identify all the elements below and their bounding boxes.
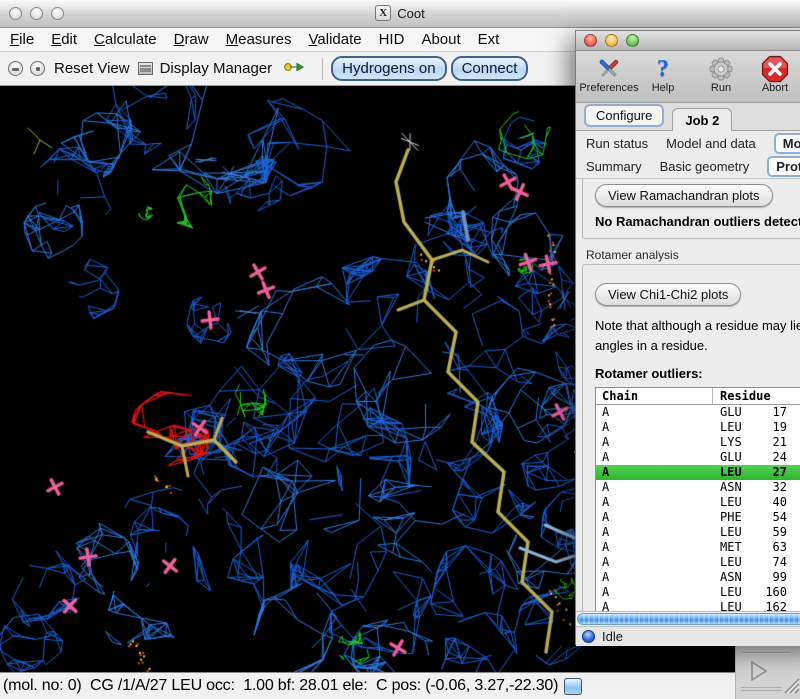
job-tab-row: Configure Job 2 <box>576 103 800 131</box>
zoom-button[interactable] <box>51 7 64 20</box>
tab-model-and-data[interactable]: Model and data <box>666 135 756 151</box>
table-row[interactable]: A LYS 21 <box>602 435 787 449</box>
main-titlebar[interactable]: X Coot <box>0 0 800 28</box>
status-indicator-chip <box>564 677 583 695</box>
dialog-status-text: Idle <box>602 629 623 644</box>
tools-icon <box>595 54 623 84</box>
ramachandran-section: View Ramachandran plots No Ramachandran … <box>582 179 800 239</box>
table-row[interactable]: A LEU 160 <box>602 585 787 599</box>
display-manager-icon <box>137 62 153 75</box>
column-header-residue[interactable]: Residue <box>720 389 771 403</box>
menu-calculate[interactable]: Calculate <box>94 31 157 48</box>
table-row[interactable]: A PHE 54 <box>602 510 787 524</box>
table-row[interactable]: A GLU 24 <box>602 450 787 464</box>
protein-validation-panel: View Ramachandran plots No Ramachandran … <box>576 179 800 611</box>
table-row[interactable]: A LEU 162 <box>602 600 787 611</box>
dialog-toolbar: Preferences ? Help <box>576 51 800 103</box>
table-row[interactable]: A LEU 59 <box>602 525 787 539</box>
table-row[interactable]: A LEU 27 <box>596 465 800 480</box>
table-row[interactable]: A LEU 40 <box>602 495 787 509</box>
sub-tab-row: Summary Basic geometry Protein Cl <box>576 155 800 179</box>
table-row[interactable]: A LEU 74 <box>602 555 787 569</box>
tab-molprobity[interactable]: MolProbit <box>773 132 800 154</box>
rotamer-analysis-label: Rotamer analysis <box>586 248 679 262</box>
tab-job2[interactable]: Job 2 <box>672 108 733 131</box>
table-row[interactable]: A ASN 32 <box>602 480 787 494</box>
table-row[interactable]: A LEU 19 <box>602 420 787 434</box>
table-row[interactable]: A GLU 17 <box>602 405 787 419</box>
menu-hid[interactable]: HID <box>378 31 405 48</box>
atom-info-text: (mol. no: 0) CG /1/A/27 LEU occ: 1.00 bf… <box>3 677 559 694</box>
dialog-zoom-button[interactable] <box>626 34 639 47</box>
table-row[interactable]: A ASN 99 <box>602 570 787 584</box>
resize-grip[interactable] <box>783 677 800 699</box>
help-button[interactable]: ? Help <box>651 55 675 95</box>
panel-divider-2 <box>741 687 782 688</box>
dialog-titlebar[interactable] <box>576 31 800 51</box>
expander-triangle-icon[interactable] <box>750 660 768 686</box>
dialog-minimize-button[interactable] <box>605 34 618 47</box>
panel-divider <box>742 652 790 653</box>
abort-button[interactable]: Abort <box>755 54 795 94</box>
rotamer-analysis-section: View Chi1-Chi2 plots Note that although … <box>582 264 800 611</box>
table-header-row: Chain Residue <box>596 388 800 405</box>
hydrogens-toggle-button[interactable]: Hydrogens on <box>331 56 447 81</box>
menu-edit[interactable]: Edit <box>51 31 78 48</box>
zoom-in-icon[interactable] <box>30 61 45 76</box>
tab-basic-geometry[interactable]: Basic geometry <box>659 159 750 174</box>
menu-draw[interactable]: Draw <box>173 31 209 48</box>
section-tab-row: Run status Model and data MolProbit <box>576 131 800 155</box>
reset-view-button[interactable]: Reset View <box>54 60 130 77</box>
close-button[interactable] <box>9 7 22 20</box>
validation-dialog: Preferences ? Help <box>575 30 800 646</box>
minimize-button[interactable] <box>30 7 43 20</box>
rotamer-outliers-table: Chain Residue A GLU 17 A LEU 19 A LYS 21 A GLU 24 A L… <box>595 387 800 611</box>
tab-run-status[interactable]: Run status <box>586 135 649 151</box>
menu-ext[interactable]: Ext <box>477 31 500 48</box>
rotamer-table-body: A GLU 17 A LEU 19 A LYS 21 A GLU 24 A LEU 27 A ASN 32 A LEU… <box>596 405 800 611</box>
view-chi1-chi2-plots-button[interactable]: View Chi1-Chi2 plots <box>595 283 742 306</box>
menu-about[interactable]: About <box>421 31 461 48</box>
window-title: Coot <box>397 5 425 21</box>
bottom-right-panel <box>735 645 800 699</box>
rotamer-note-line1: Note that although a residue may lie <box>595 318 800 333</box>
preferences-button[interactable]: Preferences <box>579 54 639 94</box>
zoom-out-icon[interactable] <box>8 61 23 76</box>
table-row[interactable]: A MET 63 <box>602 540 787 554</box>
display-manager-button[interactable]: Display Manager <box>159 60 273 77</box>
ramachandran-result-text: No Ramachandran outliers detected <box>595 214 800 229</box>
menu-validate[interactable]: Validate <box>308 31 362 48</box>
menu-file[interactable]: File <box>10 31 35 48</box>
window-title-area: X Coot <box>0 5 800 21</box>
abort-octagon-icon <box>761 54 789 84</box>
tab-summary[interactable]: Summary <box>586 159 642 174</box>
help-icon: ? <box>657 55 669 82</box>
tab-configure[interactable]: Configure <box>584 104 665 127</box>
connect-toggle-button[interactable]: Connect <box>450 56 529 81</box>
column-header-chain[interactable]: Chain <box>596 388 713 404</box>
toolbar-separator <box>322 57 324 80</box>
tab-protein[interactable]: Protein <box>767 156 800 177</box>
dialog-horizontal-scrollbar[interactable] <box>576 611 800 626</box>
dialog-status-bar: Idle <box>576 626 800 646</box>
window-controls <box>9 7 64 20</box>
run-button[interactable]: Run <box>701 54 741 94</box>
rotamer-outliers-heading: Rotamer outliers: <box>595 366 703 381</box>
dialog-window-controls <box>584 34 639 47</box>
gear-icon <box>707 54 735 84</box>
scrollbar-thumb[interactable] <box>577 613 800 625</box>
go-arrow-icon[interactable] <box>284 60 305 78</box>
menu-measures[interactable]: Measures <box>225 31 292 48</box>
status-ball-icon <box>582 630 595 643</box>
dialog-close-button[interactable] <box>584 34 597 47</box>
main-status-bar: (mol. no: 0) CG /1/A/27 LEU occ: 1.00 bf… <box>0 672 800 699</box>
view-ramachandran-plots-button[interactable]: View Ramachandran plots <box>595 184 773 207</box>
rotamer-note-line2: angles in a residue. <box>595 338 708 353</box>
x11-icon: X <box>375 5 392 21</box>
